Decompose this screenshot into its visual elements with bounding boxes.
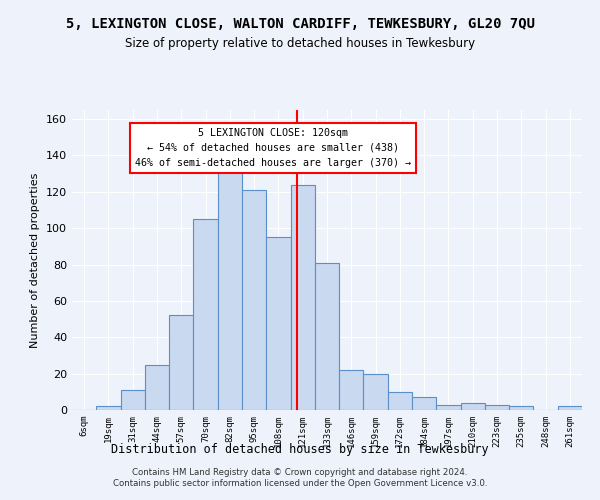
Bar bbox=[96, 406, 121, 410]
Bar bbox=[145, 364, 169, 410]
Bar bbox=[121, 390, 145, 410]
Bar bbox=[339, 370, 364, 410]
Text: Distribution of detached houses by size in Tewkesbury: Distribution of detached houses by size … bbox=[111, 442, 489, 456]
Bar bbox=[436, 404, 461, 410]
Bar bbox=[315, 262, 339, 410]
Bar bbox=[266, 238, 290, 410]
Bar bbox=[412, 398, 436, 410]
Bar bbox=[169, 316, 193, 410]
Bar bbox=[364, 374, 388, 410]
Text: Size of property relative to detached houses in Tewkesbury: Size of property relative to detached ho… bbox=[125, 38, 475, 51]
Bar bbox=[485, 404, 509, 410]
Bar bbox=[461, 402, 485, 410]
Y-axis label: Number of detached properties: Number of detached properties bbox=[31, 172, 40, 348]
Text: 5, LEXINGTON CLOSE, WALTON CARDIFF, TEWKESBURY, GL20 7QU: 5, LEXINGTON CLOSE, WALTON CARDIFF, TEWK… bbox=[65, 18, 535, 32]
Bar bbox=[388, 392, 412, 410]
Bar bbox=[193, 219, 218, 410]
Text: 5 LEXINGTON CLOSE: 120sqm
← 54% of detached houses are smaller (438)
46% of semi: 5 LEXINGTON CLOSE: 120sqm ← 54% of detac… bbox=[135, 128, 411, 168]
Bar bbox=[218, 172, 242, 410]
Bar bbox=[558, 406, 582, 410]
Bar bbox=[290, 184, 315, 410]
Text: Contains HM Land Registry data © Crown copyright and database right 2024.
Contai: Contains HM Land Registry data © Crown c… bbox=[113, 468, 487, 487]
Bar bbox=[242, 190, 266, 410]
Bar bbox=[509, 406, 533, 410]
